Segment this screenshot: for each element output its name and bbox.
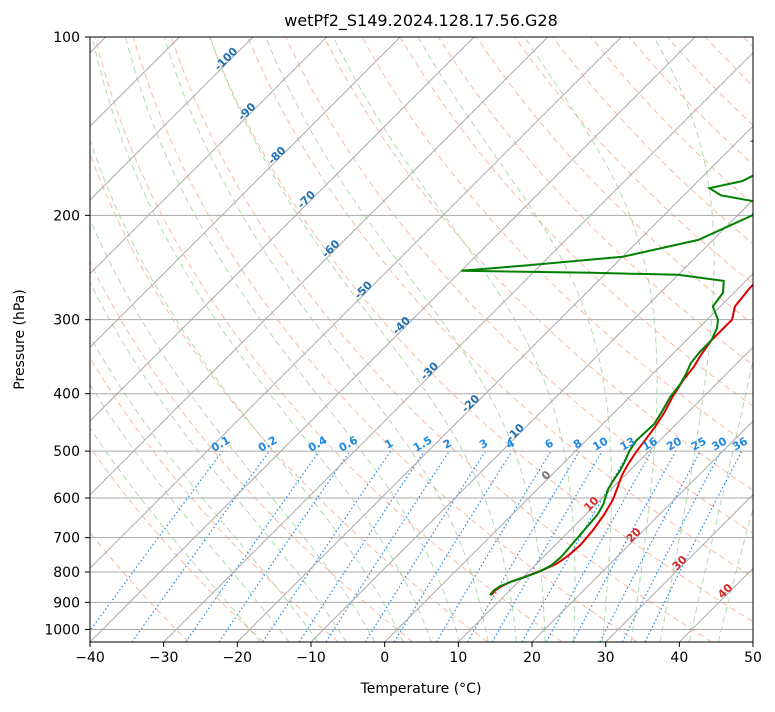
mixing-ratio-label: 2 (441, 437, 454, 452)
mixing-ratio-line (365, 451, 485, 642)
mixing-ratio-label: 3 (477, 437, 490, 452)
isotherm-gridline (16, 37, 621, 642)
isotherm-gridline (532, 37, 775, 642)
isotherm-label: -50 (352, 278, 375, 301)
isotherm-gridline (311, 37, 775, 642)
dry-adiabat (438, 37, 775, 642)
moist-adiabat-label: 40 (715, 581, 735, 601)
chart-title: wetPf2_S149.2024.128.17.56.G28 (284, 11, 558, 31)
dry-adiabat (0, 37, 263, 642)
dry-adiabat (667, 37, 775, 642)
moist-adiabat (654, 37, 714, 642)
temperature-profile (491, 37, 775, 595)
moist-adiabat (164, 37, 488, 642)
isotherm-gridline (753, 37, 775, 642)
dry-adiabat (172, 37, 712, 642)
dry-adiabat (57, 37, 488, 642)
y-tick-label: 600 (53, 491, 80, 507)
moist-adiabat (689, 37, 775, 642)
dry-adiabat (477, 37, 775, 642)
dry-adiabat (591, 37, 775, 642)
x-tick-label: −30 (149, 650, 179, 666)
mixing-ratio-line (219, 451, 350, 642)
moist-adiabat (0, 37, 318, 642)
y-tick-label: 500 (53, 444, 80, 460)
dry-adiabat (515, 37, 775, 642)
y-tick-label: 200 (53, 208, 80, 224)
x-tick-label: 20 (523, 650, 541, 666)
isotherm-gridline (237, 37, 775, 642)
mixing-ratio-line (573, 451, 676, 642)
x-tick-label: 10 (449, 650, 467, 666)
isotherm-gridline (385, 37, 775, 642)
y-tick-label: 700 (53, 531, 80, 547)
moist-adiabat (418, 37, 612, 642)
isotherm-gridline (90, 37, 695, 642)
x-tick-label: −40 (75, 650, 105, 666)
x-tick-label: 50 (744, 650, 762, 666)
x-tick-label: 0 (380, 650, 389, 666)
isotherm-label: -90 (235, 100, 258, 123)
mixing-ratio-line (436, 451, 551, 642)
isotherm-gridline (0, 37, 253, 642)
x-tick-label: −20 (223, 650, 253, 666)
isotherm-label: -20 (459, 392, 482, 415)
isotherm-label: -100 (212, 44, 241, 73)
isotherm-gridline (0, 37, 474, 642)
dry-adiabat (19, 37, 413, 642)
x-tick-label: −10 (296, 650, 326, 666)
dry-adiabat (744, 37, 775, 642)
y-tick-label: 900 (53, 595, 80, 611)
x-tick-label: 30 (597, 650, 615, 666)
dry-adiabat (133, 37, 637, 642)
isotherm-gridline (0, 37, 327, 642)
mixing-ratio-line (82, 451, 223, 642)
mixing-ratio-line (546, 451, 651, 642)
moist-adiabat (210, 37, 516, 642)
dry-adiabat (95, 37, 562, 642)
y-tick-label: 100 (53, 30, 80, 46)
moist-adiabat (63, 37, 403, 642)
y-axis-label: Pressure (hPa) (12, 289, 28, 389)
moist-adiabat (718, 37, 775, 642)
moist-adiabat (38, 37, 375, 642)
mixing-ratio-line (263, 451, 391, 642)
mixing-ratio-line (299, 451, 424, 642)
isotherm-gridline (164, 37, 769, 642)
isotherm-gridline (458, 37, 775, 642)
mixing-ratio-line (326, 451, 449, 642)
y-tick-label: 800 (53, 565, 80, 581)
isotherm-label: -70 (295, 188, 318, 211)
moist-adiabat (92, 37, 431, 642)
moist-adiabat (525, 37, 658, 642)
y-tick-label: 1000 (44, 622, 80, 638)
isotherm-gridline (679, 37, 775, 642)
moist-adiabat (0, 37, 260, 642)
x-tick-label: 40 (670, 650, 688, 666)
x-axis-label: Temperature (°C) (360, 681, 482, 697)
dry-adiabat (705, 37, 775, 642)
dry-adiabat (0, 37, 338, 642)
y-tick-label: 300 (53, 313, 80, 329)
moist-adiabat-label: 20 (624, 525, 644, 545)
isotherm-label: -60 (319, 237, 342, 260)
isotherm-gridline (0, 37, 400, 642)
y-tick-label: 400 (53, 387, 80, 403)
isotherm-label: -40 (390, 314, 413, 337)
mixing-ratio-label: 6 (543, 436, 556, 451)
dry-adiabat (0, 37, 189, 642)
